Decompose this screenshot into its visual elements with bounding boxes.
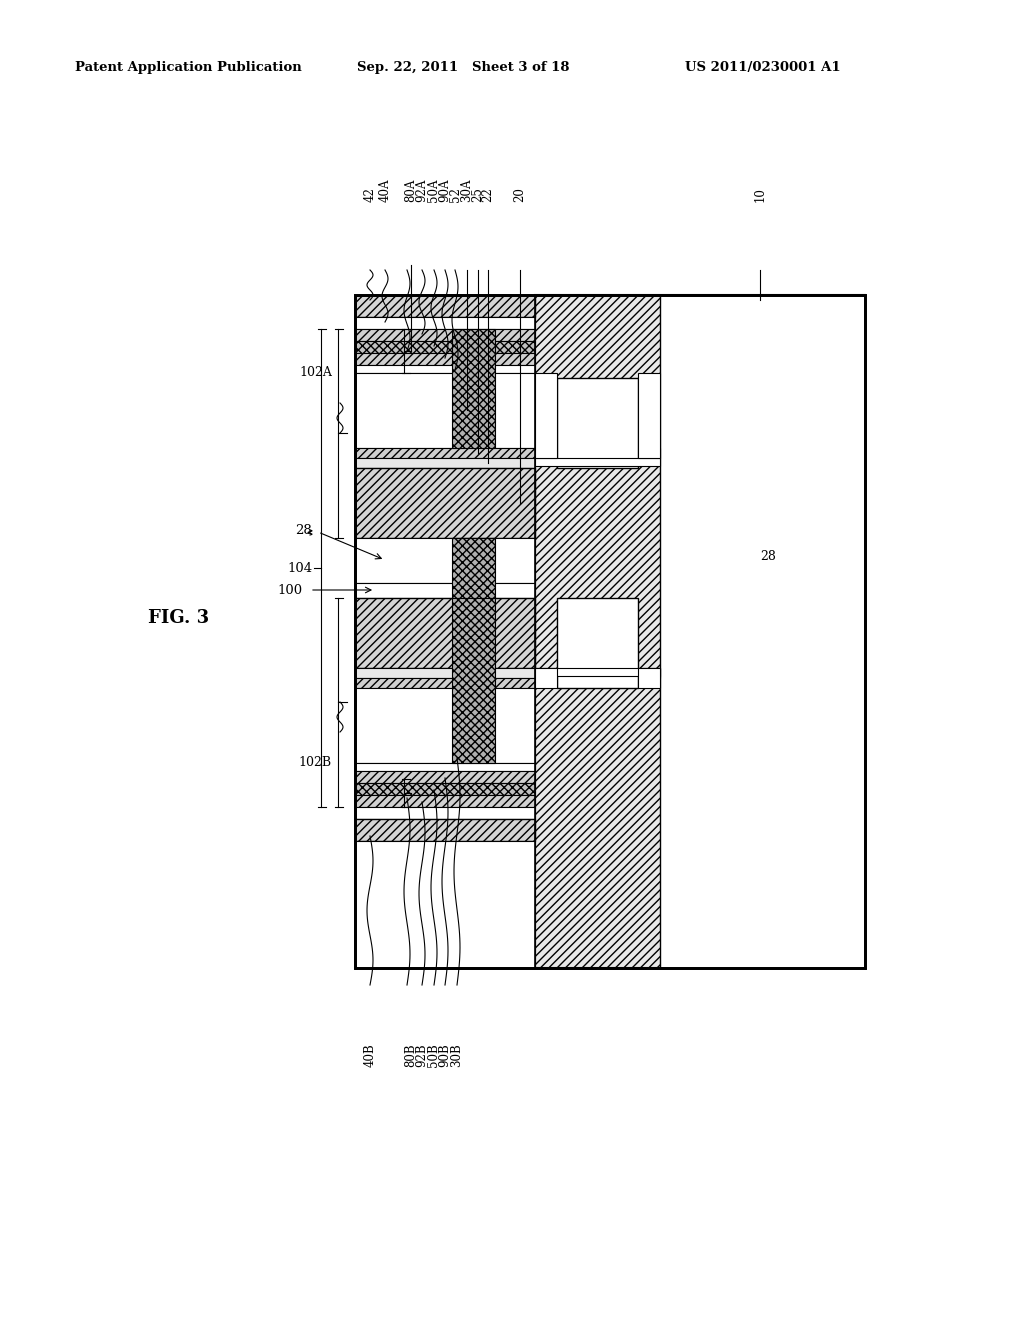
Bar — [355, 783, 535, 795]
Bar — [638, 374, 660, 458]
Bar — [638, 668, 660, 688]
Bar — [535, 668, 660, 676]
Text: 30A: 30A — [461, 178, 473, 202]
Bar — [355, 294, 865, 968]
Bar — [355, 294, 535, 317]
Bar — [355, 807, 535, 818]
Bar — [355, 841, 535, 968]
Text: 40B: 40B — [364, 1043, 377, 1067]
Bar — [452, 598, 495, 763]
Text: 40A: 40A — [379, 178, 391, 202]
Bar — [355, 795, 535, 807]
Bar — [355, 294, 865, 968]
Text: 90B: 90B — [438, 1043, 452, 1067]
Text: Sep. 22, 2011   Sheet 3 of 18: Sep. 22, 2011 Sheet 3 of 18 — [357, 62, 569, 74]
Bar — [535, 668, 660, 678]
Text: 50A: 50A — [427, 178, 440, 202]
Text: 10: 10 — [754, 187, 767, 202]
Bar — [355, 583, 535, 598]
Text: 102A: 102A — [299, 367, 332, 380]
Bar — [355, 598, 535, 668]
Text: 20: 20 — [513, 187, 526, 202]
Bar — [355, 668, 535, 678]
Bar — [355, 366, 535, 374]
Text: 104: 104 — [288, 561, 313, 574]
Bar — [535, 374, 557, 458]
Text: 42: 42 — [364, 187, 377, 202]
Text: 92B: 92B — [416, 1043, 428, 1067]
Bar — [355, 352, 535, 366]
Text: 25: 25 — [471, 187, 484, 202]
Text: Patent Application Publication: Patent Application Publication — [75, 62, 302, 74]
Text: 92A: 92A — [416, 178, 428, 202]
Text: 50B: 50B — [427, 1043, 440, 1067]
Text: 22: 22 — [481, 187, 495, 202]
Bar — [355, 458, 535, 469]
Bar — [355, 447, 535, 458]
Bar — [355, 539, 535, 583]
Text: 80B: 80B — [404, 1043, 418, 1067]
Bar — [535, 447, 660, 458]
Bar — [535, 458, 660, 466]
Bar — [355, 374, 535, 447]
Bar — [355, 818, 535, 841]
Text: 28: 28 — [760, 550, 776, 564]
Text: 90A: 90A — [438, 178, 452, 202]
Text: 52: 52 — [449, 187, 462, 202]
Bar — [452, 539, 495, 598]
Bar — [452, 329, 495, 447]
Bar — [355, 341, 535, 352]
Text: 102B: 102B — [299, 755, 332, 768]
Text: 30B: 30B — [451, 1043, 464, 1067]
Bar — [355, 688, 535, 763]
Bar — [660, 294, 865, 968]
Bar — [355, 469, 535, 539]
Text: 80A: 80A — [404, 178, 418, 202]
Bar — [535, 668, 557, 688]
Text: FIG. 3: FIG. 3 — [148, 609, 209, 627]
Bar — [557, 598, 638, 688]
Text: 28: 28 — [295, 524, 311, 536]
Text: US 2011/0230001 A1: US 2011/0230001 A1 — [685, 62, 841, 74]
Bar — [355, 763, 535, 771]
Bar — [535, 294, 865, 968]
Bar — [355, 678, 535, 688]
Text: 100: 100 — [278, 583, 302, 597]
Bar — [355, 771, 535, 783]
Bar — [355, 317, 535, 329]
Bar — [557, 378, 638, 469]
Bar — [355, 329, 535, 341]
